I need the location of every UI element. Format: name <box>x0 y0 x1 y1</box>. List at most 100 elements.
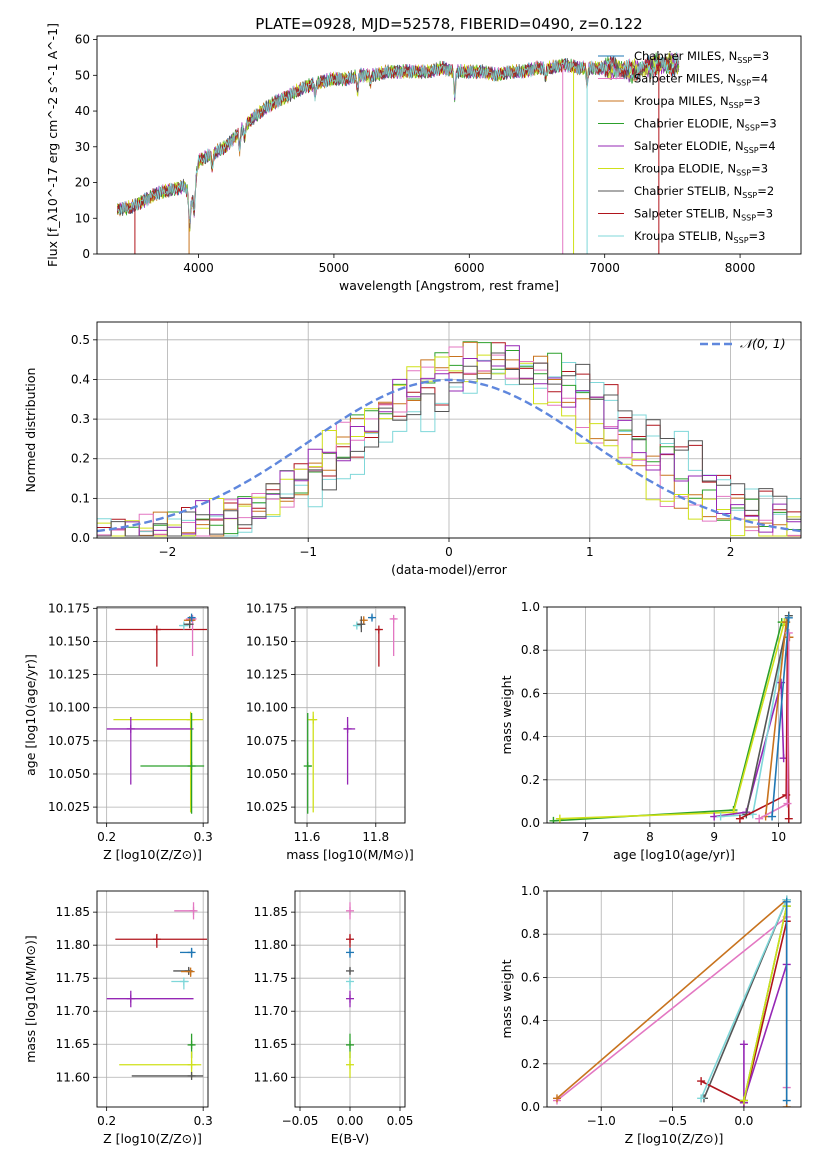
x-tick-label: 7000 <box>589 261 620 275</box>
series-marker <box>739 1040 748 1049</box>
plot-area <box>552 895 791 1107</box>
error-bar-point <box>357 616 366 633</box>
x-tick-label: −1 <box>299 545 317 559</box>
axes-frame <box>294 890 406 1108</box>
y-tick-label: 0.0 <box>71 531 90 545</box>
y-tick-label: 10.050 <box>246 767 288 781</box>
error-bar-point <box>346 990 354 1008</box>
axes-frame <box>96 321 802 539</box>
normal-reference-curve <box>97 378 801 533</box>
y-tick-label: 11.75 <box>56 971 90 985</box>
weight-series <box>710 678 788 821</box>
x-tick-label: 2 <box>727 545 735 559</box>
spectrum-line <box>116 53 680 227</box>
legend-entry: Salpeter STELIB, NSSP=3 <box>634 207 773 223</box>
error-bar-point <box>308 711 318 813</box>
series-marker <box>783 799 792 808</box>
histogram-series <box>97 352 801 537</box>
y-tick-label: 10.025 <box>48 800 90 814</box>
weight-series <box>782 897 791 1105</box>
error-bar-point <box>368 613 376 622</box>
legend-entry: Chabrier STELIB, NSSP=2 <box>634 184 774 200</box>
axes-frame <box>96 606 209 824</box>
grid-lines <box>295 607 405 823</box>
plot-area <box>549 611 794 823</box>
error-bar-point <box>115 933 208 948</box>
y-tick-label: 0.4 <box>71 372 90 386</box>
y-tick-label: 0.2 <box>521 1057 540 1071</box>
error-bar-point <box>183 620 194 629</box>
x-tick-label: 0.2 <box>97 1114 116 1128</box>
series-marker <box>549 816 558 823</box>
plot-area <box>97 341 801 537</box>
y-tick-label: 0.2 <box>71 452 90 466</box>
error-bar-point <box>174 902 198 920</box>
series-line <box>553 621 783 822</box>
y-tick-label: 11.75 <box>254 971 288 985</box>
legend-entry: Salpeter MILES, NSSP=4 <box>634 72 768 88</box>
spectrum-line <box>116 52 679 226</box>
y-tick-label: 10.125 <box>48 668 90 682</box>
y-tick-label: 10.075 <box>246 734 288 748</box>
y-tick-label: 0.8 <box>521 927 540 941</box>
chart-residual-histogram: −2 −1 0 1 2 0.0 0.1 0.2 0.3 0.4 0.5 (data-model)/er… <box>23 321 802 577</box>
error-bar-point <box>346 966 354 975</box>
legend-entry: Kroupa STELIB, NSSP=3 <box>634 229 765 245</box>
x-tick-label: 6000 <box>454 261 485 275</box>
plot-area <box>116 51 680 254</box>
weight-series <box>755 628 793 823</box>
y-tick-label: 0.0 <box>521 1100 540 1114</box>
y-tick-label: 10.150 <box>48 634 90 648</box>
chart-mass-vs-extinction: −0.05 0.00 0.05 11.60 11.65 11.70 11.75 11.80 11… <box>254 890 413 1146</box>
weight-series <box>742 611 793 819</box>
x-tick-label: 9 <box>710 830 718 844</box>
spectrum-line <box>116 54 680 229</box>
error-bar-point <box>389 614 398 657</box>
legend-entry: Chabrier ELODIE, NSSP=3 <box>634 117 777 133</box>
spectrum-line <box>116 52 680 226</box>
legend-entry: Kroupa ELODIE, NSSP=3 <box>634 162 768 178</box>
plot-area <box>106 613 208 814</box>
y-tick-label: 0.4 <box>521 1014 540 1028</box>
legend-entry: Kroupa MILES, NSSP=3 <box>634 94 760 110</box>
y-tick-label: 0 <box>82 247 90 261</box>
grid-lines <box>97 607 208 823</box>
x-tick-label: 7 <box>582 830 590 844</box>
error-bar-point <box>180 947 196 958</box>
y-tick-label: 10.100 <box>48 701 90 715</box>
error-bar-point <box>113 711 204 813</box>
weight-series <box>552 912 791 1105</box>
error-bar-point <box>346 902 354 920</box>
y-tick-label: 10.100 <box>246 701 288 715</box>
figure-title: PLATE=0928, MJD=52578, FIBERID=0490, z=0… <box>255 15 642 33</box>
y-tick-label: 11.80 <box>254 938 288 952</box>
x-tick-label: −0.5 <box>658 1114 687 1128</box>
x-axis-label: age [log10(age/yr)] <box>613 847 735 862</box>
axes-frame <box>546 890 802 1108</box>
error-bar-point <box>303 713 312 814</box>
x-axis-label: Z [log10(Z/Z⊙)] <box>103 847 202 862</box>
spectrum-line <box>117 51 680 224</box>
y-tick-label: 10.075 <box>48 734 90 748</box>
error-bar-point <box>119 1051 202 1078</box>
series-marker <box>784 628 793 637</box>
x-tick-label: 5000 <box>319 261 350 275</box>
series-line <box>714 682 785 818</box>
x-axis-label: E(B-V) <box>331 1131 370 1146</box>
series-marker <box>739 1096 748 1105</box>
plot-area <box>106 902 208 1080</box>
spectrum-line <box>117 55 680 231</box>
series-line <box>559 621 786 820</box>
error-bar-point <box>173 966 193 975</box>
y-tick-label: 30 <box>75 140 90 154</box>
x-tick-label: 0.3 <box>194 830 213 844</box>
error-bar-point <box>115 625 208 667</box>
grid-lines <box>547 606 801 824</box>
chart-weight-vs-age: 7 8 9 10 0.0 0.2 0.4 0.6 0.8 1.0 age [log10(age/yr… <box>499 600 802 862</box>
y-tick-label: 10 <box>75 211 90 225</box>
axes-frame <box>546 606 802 824</box>
y-tick-label: 11.60 <box>56 1070 90 1084</box>
x-axis-label: wavelength [Angstrom, rest frame] <box>339 278 559 293</box>
y-tick-label: 0.8 <box>521 643 540 657</box>
y-tick-label: 60 <box>75 33 90 47</box>
